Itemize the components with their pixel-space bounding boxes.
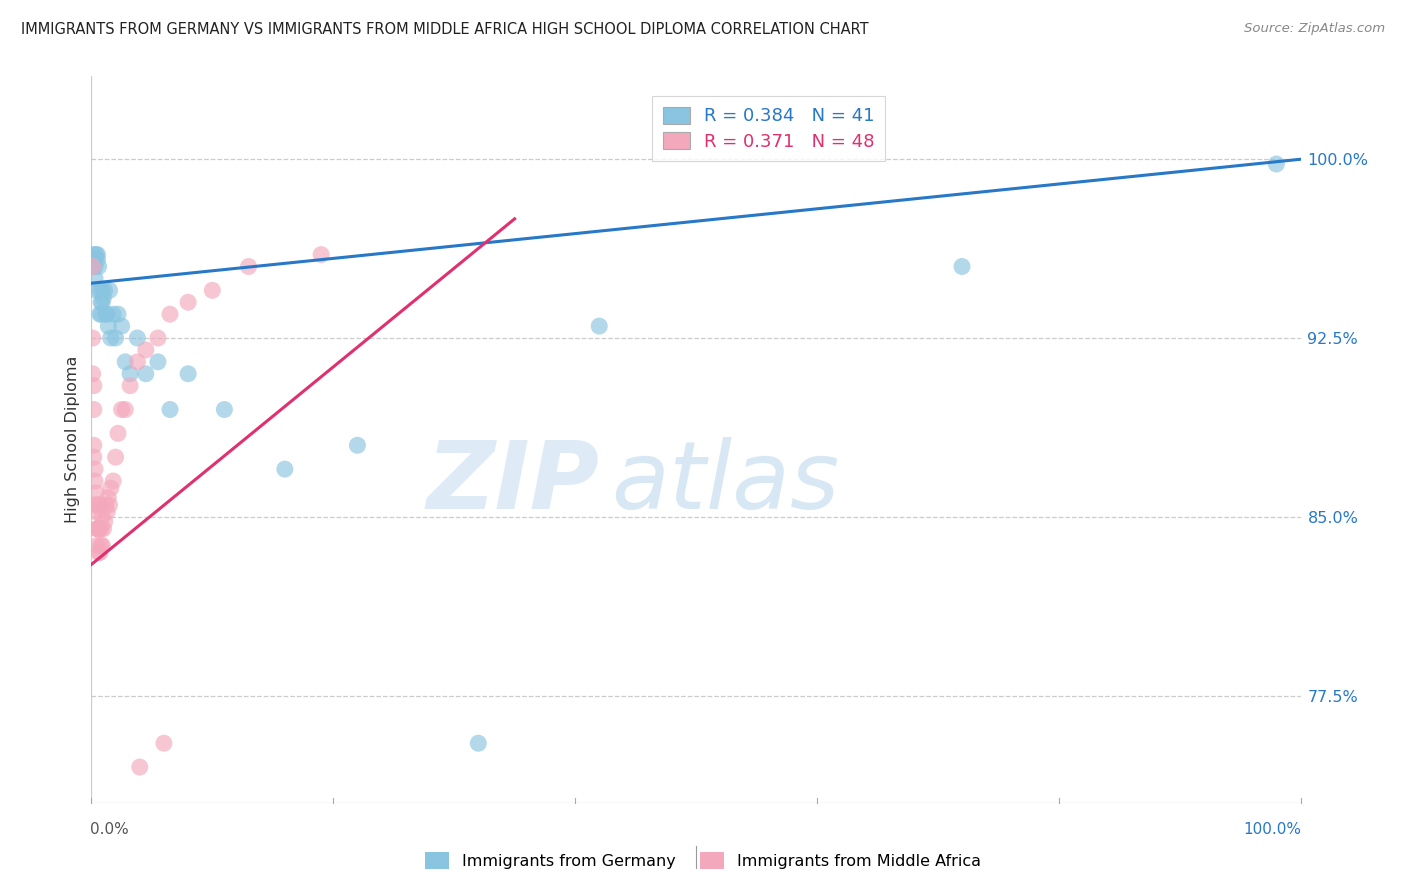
Point <box>177 295 200 310</box>
Point <box>107 307 129 321</box>
Text: IMMIGRANTS FROM GERMANY VS IMMIGRANTS FROM MIDDLE AFRICA HIGH SCHOOL DIPLOMA COR: IMMIGRANTS FROM GERMANY VS IMMIGRANTS FR… <box>21 22 869 37</box>
Point <box>84 474 107 488</box>
Point <box>84 505 107 519</box>
Text: Source: ZipAtlas.com: Source: ZipAtlas.com <box>1244 22 1385 36</box>
Point <box>120 378 142 392</box>
Point <box>93 283 115 297</box>
Point <box>84 462 107 476</box>
Point <box>153 736 176 750</box>
Point <box>159 307 181 321</box>
Legend: Immigrants from Germany, Immigrants from Middle Africa: Immigrants from Germany, Immigrants from… <box>419 846 987 875</box>
Point <box>96 505 118 519</box>
Text: ZIP: ZIP <box>426 437 599 529</box>
Point <box>93 515 115 529</box>
Point <box>89 307 111 321</box>
Point <box>238 260 260 274</box>
Point <box>588 319 610 334</box>
Point <box>98 283 121 297</box>
Point <box>87 522 110 536</box>
Point <box>90 522 112 536</box>
Text: 0.0%: 0.0% <box>90 822 129 837</box>
Point <box>83 252 105 267</box>
Point <box>82 367 104 381</box>
Point <box>90 295 112 310</box>
Point <box>82 331 104 345</box>
Point <box>89 283 111 297</box>
Point <box>111 402 132 417</box>
Point <box>84 283 107 297</box>
Point <box>82 260 104 274</box>
Text: 100.0%: 100.0% <box>1244 822 1302 837</box>
Point <box>120 367 142 381</box>
Point <box>97 319 120 334</box>
Point <box>86 247 108 261</box>
Point <box>91 295 114 310</box>
Point <box>309 247 332 261</box>
Point <box>146 355 169 369</box>
Point <box>83 438 105 452</box>
Point <box>96 307 118 321</box>
Point <box>84 271 107 285</box>
Point <box>90 538 112 552</box>
Point <box>86 252 108 267</box>
Legend: R = 0.384   N = 41, R = 0.371   N = 48: R = 0.384 N = 41, R = 0.371 N = 48 <box>651 95 886 161</box>
Point <box>84 522 107 536</box>
Point <box>274 462 297 476</box>
Point <box>84 260 107 274</box>
Point <box>83 450 105 465</box>
Point <box>114 402 136 417</box>
Point <box>101 307 124 321</box>
Point <box>89 498 111 512</box>
Point <box>94 307 117 321</box>
Text: atlas: atlas <box>612 437 839 528</box>
Point <box>91 283 114 297</box>
Point <box>127 331 149 345</box>
Point <box>94 498 117 512</box>
Point <box>90 307 112 321</box>
Point <box>111 319 132 334</box>
Point <box>128 760 150 774</box>
Point <box>84 486 107 500</box>
Point <box>86 498 108 512</box>
Point <box>83 247 105 261</box>
Point <box>93 291 115 305</box>
Point <box>84 247 107 261</box>
Point <box>87 260 110 274</box>
Point <box>467 736 489 750</box>
Point <box>93 522 115 536</box>
Point <box>91 538 114 552</box>
Point <box>107 426 129 441</box>
Point <box>101 474 124 488</box>
Point <box>135 343 157 357</box>
Point <box>100 331 122 345</box>
Point <box>159 402 181 417</box>
Point <box>87 545 110 559</box>
Point <box>89 522 111 536</box>
Point <box>114 355 136 369</box>
Point <box>201 283 224 297</box>
Point <box>950 260 973 274</box>
Point <box>86 522 108 536</box>
Point <box>104 331 127 345</box>
Y-axis label: High School Diploma: High School Diploma <box>65 356 80 523</box>
Point <box>100 481 122 495</box>
Point <box>1265 157 1288 171</box>
Point <box>127 355 149 369</box>
Point <box>104 450 127 465</box>
Point <box>91 509 114 524</box>
Point <box>84 498 107 512</box>
Point <box>83 402 105 417</box>
Point <box>177 367 200 381</box>
Point <box>214 402 236 417</box>
Point <box>98 498 121 512</box>
Point <box>97 491 120 505</box>
Point <box>135 367 157 381</box>
Point <box>346 438 368 452</box>
Point <box>86 538 108 552</box>
Point <box>82 260 104 274</box>
Point <box>89 545 111 559</box>
Point <box>146 331 169 345</box>
Point <box>83 378 105 392</box>
